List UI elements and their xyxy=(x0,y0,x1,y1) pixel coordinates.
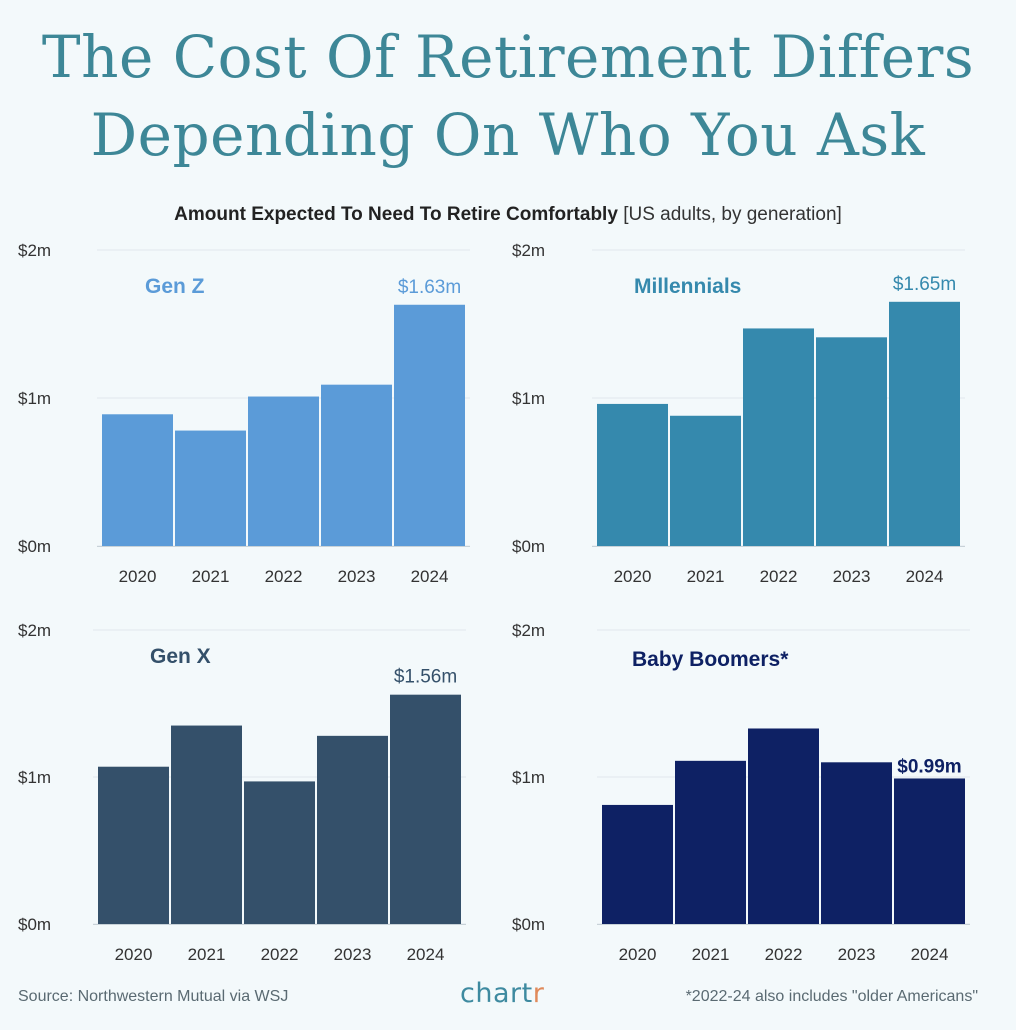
bar xyxy=(244,781,315,924)
y-tick-label: $0m xyxy=(512,537,545,556)
bar xyxy=(390,694,461,924)
bar xyxy=(597,403,668,546)
y-tick-label: $0m xyxy=(18,915,51,934)
bar xyxy=(171,725,242,924)
y-tick-label: $1m xyxy=(18,389,51,408)
y-tick-label: $1m xyxy=(18,768,51,787)
x-tick-label: 2020 xyxy=(619,945,657,964)
y-tick-label: $0m xyxy=(512,915,545,934)
bar xyxy=(675,760,746,924)
footnote-text: *2022-24 also includes "older Americans" xyxy=(685,988,978,1005)
bar xyxy=(102,414,173,546)
subtitle-note: [US adults, by generation] xyxy=(623,204,842,225)
bar xyxy=(743,328,814,546)
logo-main: chart xyxy=(460,978,533,1009)
x-tick-label: 2022 xyxy=(765,945,803,964)
panel-title: Millennials xyxy=(634,275,741,298)
bar xyxy=(317,735,388,924)
y-tick-label: $0m xyxy=(18,537,51,556)
x-tick-label: 2021 xyxy=(687,567,725,586)
bar xyxy=(175,430,246,546)
x-tick-label: 2023 xyxy=(334,945,372,964)
y-tick-label: $2m xyxy=(18,621,51,640)
x-tick-label: 2024 xyxy=(906,567,944,586)
bar xyxy=(602,804,673,924)
x-tick-label: 2021 xyxy=(692,945,730,964)
value-label: $1.56m xyxy=(394,667,457,688)
title-line-1: The Cost Of Retirement Differs xyxy=(41,23,975,91)
logo-accent: r xyxy=(532,978,545,1009)
x-tick-label: 2022 xyxy=(261,945,299,964)
bar xyxy=(821,762,892,924)
x-tick-label: 2020 xyxy=(115,945,153,964)
value-label: $1.63m xyxy=(398,277,461,298)
y-tick-label: $1m xyxy=(512,389,545,408)
x-tick-label: 2023 xyxy=(833,567,871,586)
chart-subtitle: Amount Expected To Need To Retire Comfor… xyxy=(0,204,1016,226)
bar xyxy=(394,304,465,546)
chartr-logo: chartr xyxy=(460,978,544,1009)
x-tick-label: 2022 xyxy=(265,567,303,586)
bar xyxy=(894,778,965,924)
bar xyxy=(248,396,319,546)
panel-title: Gen Z xyxy=(145,275,205,298)
value-label: $0.99m xyxy=(897,756,961,777)
y-tick-label: $2m xyxy=(512,621,545,640)
y-tick-label: $2m xyxy=(18,241,51,260)
x-tick-label: 2024 xyxy=(411,567,449,586)
x-tick-label: 2020 xyxy=(614,567,652,586)
panel-title: Baby Boomers* xyxy=(632,648,789,671)
source-text: Source: Northwestern Mutual via WSJ xyxy=(18,988,289,1005)
value-label: $1.65m xyxy=(893,274,956,295)
x-tick-label: 2022 xyxy=(760,567,798,586)
y-tick-label: $2m xyxy=(512,241,545,260)
panel-title: Gen X xyxy=(150,645,211,668)
y-tick-label: $1m xyxy=(512,768,545,787)
x-tick-label: 2023 xyxy=(338,567,376,586)
bar xyxy=(321,384,392,546)
x-tick-label: 2024 xyxy=(407,945,445,964)
page-title: The Cost Of Retirement Differs Depending… xyxy=(0,18,1016,174)
subtitle-main: Amount Expected To Need To Retire Comfor… xyxy=(174,204,618,225)
x-tick-label: 2024 xyxy=(911,945,949,964)
bar xyxy=(670,415,741,546)
bar xyxy=(98,766,169,924)
x-tick-label: 2020 xyxy=(119,567,157,586)
x-tick-label: 2021 xyxy=(188,945,226,964)
x-tick-label: 2023 xyxy=(838,945,876,964)
title-line-2: Depending On Who You Ask xyxy=(90,101,926,169)
bar xyxy=(816,337,887,546)
bar xyxy=(889,301,960,546)
bar xyxy=(748,728,819,924)
x-tick-label: 2021 xyxy=(192,567,230,586)
